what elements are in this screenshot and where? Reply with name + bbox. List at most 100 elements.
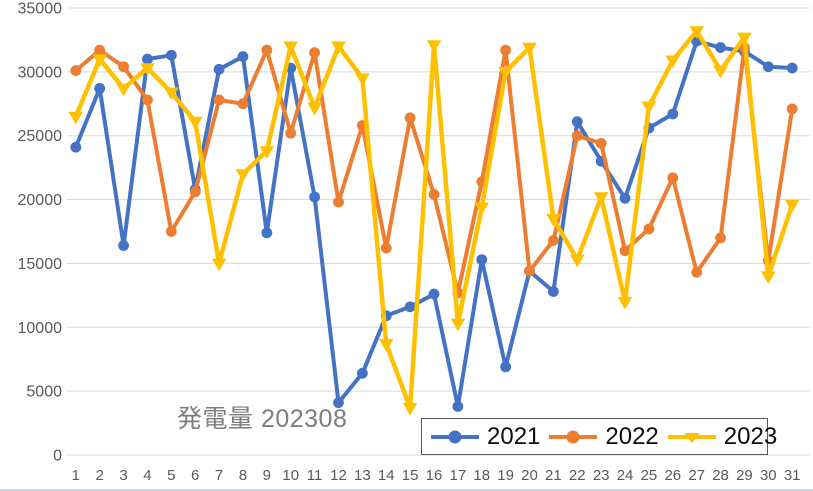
series-2023-marker-day-20 [522,42,537,56]
series-2022-marker-day-28 [715,232,726,244]
series-2021-marker-day-15 [404,301,416,313]
series-2022-marker-day-31 [786,103,798,115]
series-2022-marker-day-8 [237,98,249,110]
series-2022-marker-day-11 [309,47,320,59]
legend-label-2022: 2022 [605,422,659,450]
series-2021-marker-day-5 [165,49,177,61]
legend-item-2022[interactable]: 2022 [548,422,659,450]
series-2023-marker-day-26 [665,55,681,69]
series-2021-marker-day-13 [356,367,368,379]
series-2023-marker-day-12 [331,41,346,55]
series-2023-marker-day-14 [378,339,394,352]
y-axis-tick-label-0: 0 [53,448,62,465]
legend-item-2023[interactable]: 2023 [667,422,778,450]
series-2021-marker-day-2 [94,83,106,94]
series-2021-marker-day-1 [70,141,82,153]
series-2023-marker-day-3 [116,83,131,97]
series-2022-marker-day-19 [500,44,512,56]
series-2021-marker-day-31 [786,62,798,74]
legend-swatch-2022-line-circle-icon [549,430,598,443]
series-2021-marker-day-17 [452,401,464,412]
series-2021-marker-day-19 [500,361,512,373]
x-axis-tick-label-25: 25 [641,467,658,484]
y-axis-tick-label-25000: 25000 [18,128,63,145]
x-axis-tick-label-23: 23 [593,467,610,484]
series-2023-marker-day-31 [784,199,800,213]
x-axis-tick-label-1: 1 [72,467,80,484]
series-2023-marker-day-17 [450,318,466,332]
x-axis-tick-label-19: 19 [497,467,514,484]
series-2021-marker-day-24 [619,192,631,204]
x-axis-tick-label-26: 26 [664,467,681,484]
series-2023-marker-day-25 [641,101,657,115]
series-2022-marker-day-1 [70,65,82,76]
series-2021-marker-day-7 [213,63,225,75]
legend-swatch-2021-line-circle-icon [431,430,479,443]
x-axis-tick-label-28: 28 [712,467,729,484]
x-axis-tick-label-29: 29 [736,467,753,484]
series-2022-marker-day-12 [333,196,344,208]
series-2023-marker-day-21 [546,213,561,227]
series-2022-marker-day-15 [404,112,416,124]
series-2021-marker-day-22 [571,116,583,128]
series-2023-marker-day-5 [164,87,179,101]
series-2023-marker-day-28 [713,65,728,79]
y-axis-tick-label-5000: 5000 [26,384,62,401]
legend-label-2023: 2023 [723,422,778,450]
series-2023-marker-day-27 [689,26,704,39]
series-2023-marker-day-8 [235,169,251,182]
series-2023-marker-day-6 [187,116,203,130]
series-2022-marker-day-6 [189,186,201,198]
x-axis-tick-label-22: 22 [569,467,586,484]
x-axis-tick-label-10: 10 [282,467,299,484]
series-2022-marker-day-27 [691,266,703,278]
y-axis-tick-label-35000: 35000 [18,0,63,17]
x-axis-tick-label-7: 7 [215,467,223,484]
legend-label-2021: 2021 [487,422,541,450]
series-2021-marker-day-9 [261,227,273,239]
series-2021-marker-day-18 [476,254,488,265]
series-2022-marker-day-23 [595,137,607,149]
series-2021-marker-day-21 [548,286,559,297]
x-axis-tick-label-6: 6 [191,467,199,484]
legend-item-2021[interactable]: 2021 [430,422,541,450]
series-2023-marker-day-16 [426,40,442,53]
series-2022-marker-day-10 [285,127,297,139]
x-axis-tick-label-20: 20 [521,467,538,484]
x-axis-tick-label-4: 4 [143,467,151,484]
series-2021-marker-day-4 [142,53,153,65]
x-axis-tick-label-16: 16 [426,467,443,484]
series-2022-marker-day-4 [142,94,153,106]
y-axis-tick-label-30000: 30000 [18,64,63,81]
x-axis-tick-label-5: 5 [167,467,175,484]
series-2023-marker-day-11 [307,102,322,116]
x-axis-tick-label-24: 24 [617,467,634,484]
series-2022-marker-day-16 [428,189,440,200]
x-axis-tick-label-14: 14 [378,467,395,484]
series-2023-marker-day-7 [211,258,227,272]
series-2022-marker-day-2 [94,44,106,56]
x-axis-tick-label-30: 30 [760,467,777,484]
chart-title: 発電量 202308 [177,405,348,433]
series-2023-marker-day-22 [570,254,585,268]
legend-swatch-2023-line-triangle-icon [667,432,716,443]
x-axis-tick-label-8: 8 [239,467,247,484]
series-2021-marker-day-26 [667,108,679,120]
series-2021-marker-day-8 [237,51,249,62]
series-2023-marker-day-18 [474,202,490,215]
x-axis-tick-label-12: 12 [330,467,347,484]
series-2022-marker-day-7 [213,94,225,106]
series-2022-marker-day-24 [619,245,631,257]
window-bottom-border [0,489,813,491]
series-2022-marker-day-3 [118,61,129,73]
series-2022-line[interactable] [73,45,795,295]
series-2023-marker-day-15 [402,402,418,416]
series-2023-marker-day-23 [593,192,609,205]
series-2021-marker-day-30 [762,61,774,73]
series-2023-marker-day-10 [283,41,298,55]
series-2023-marker-day-4 [140,63,155,76]
series-2022-marker-day-20 [524,265,535,277]
legend[interactable]: 2021 2022 2023 [421,418,777,455]
